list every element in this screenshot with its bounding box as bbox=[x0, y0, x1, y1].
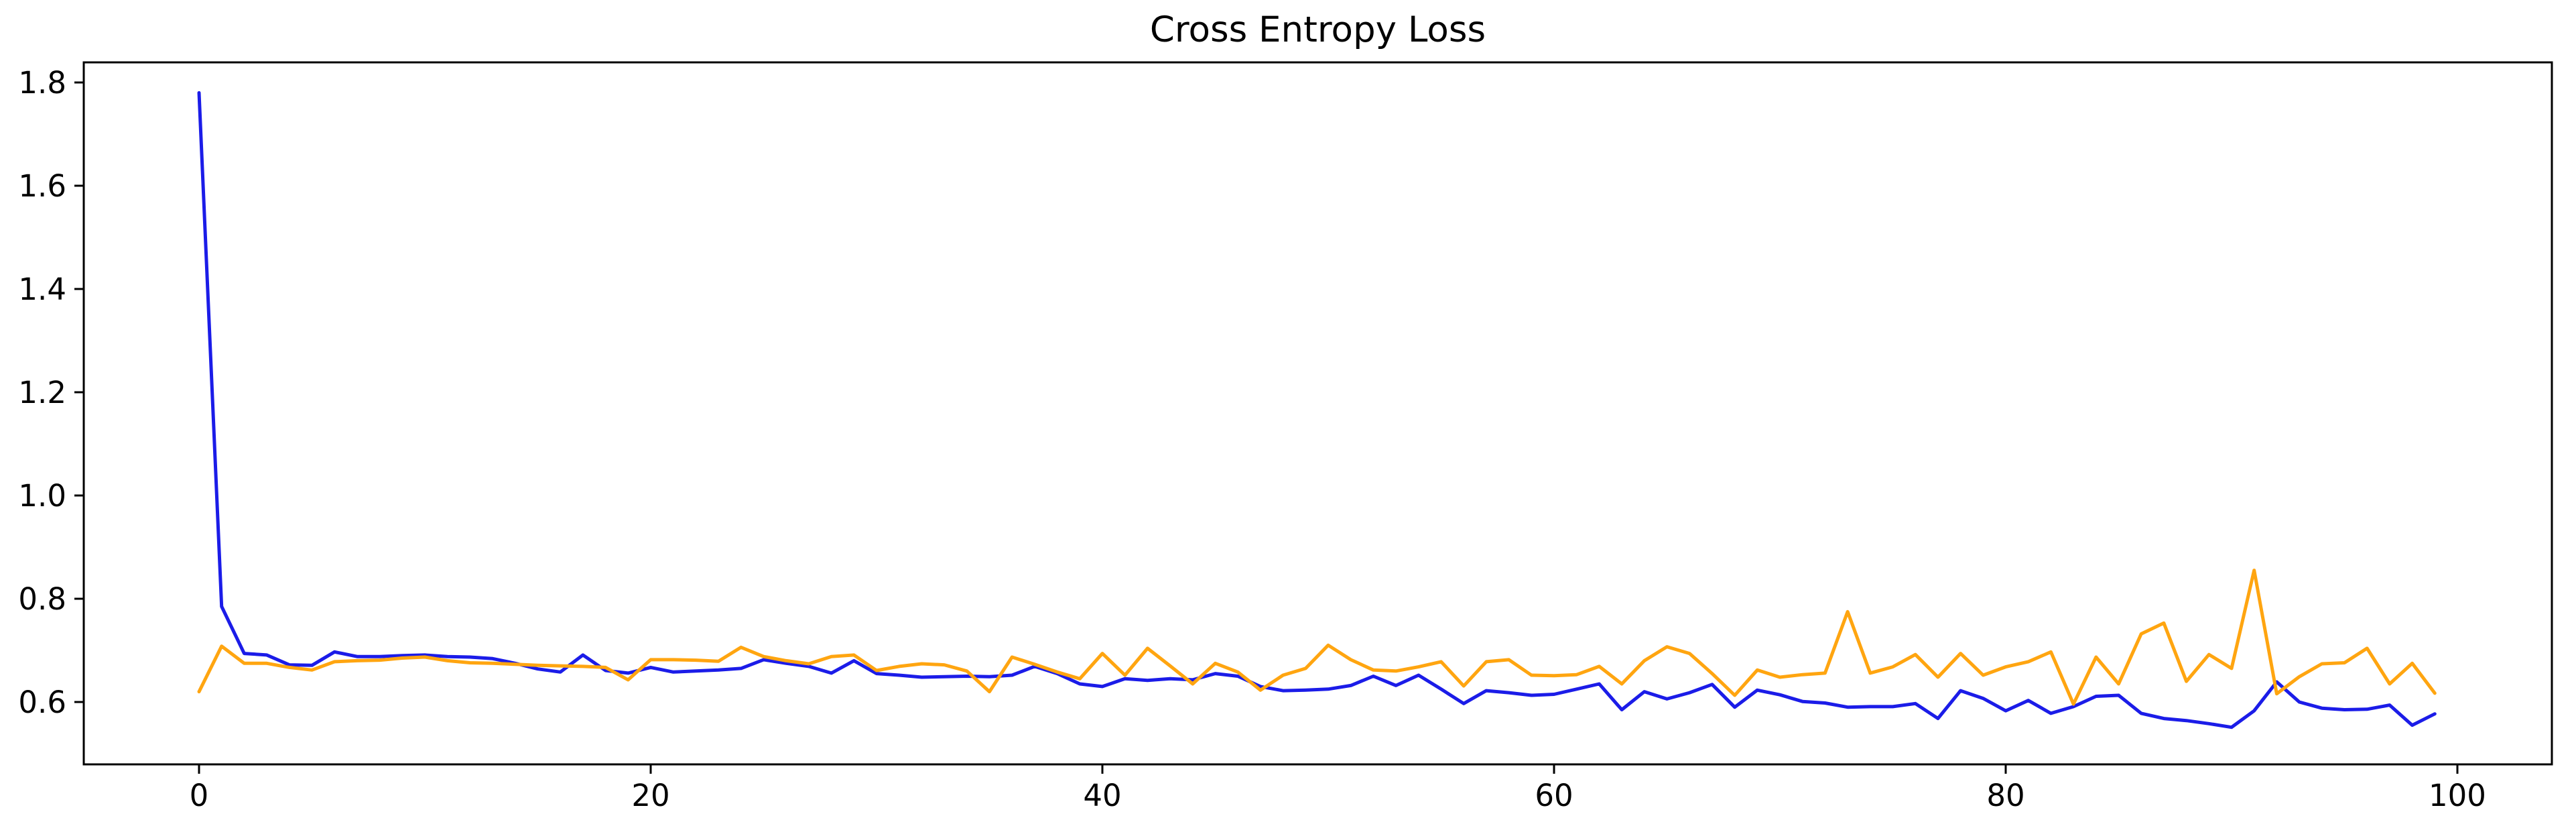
series-lines bbox=[197, 91, 2437, 729]
y-tick-label: 1.6 bbox=[18, 168, 66, 204]
loss-line-orange bbox=[197, 569, 2437, 706]
chart-title: Cross Entropy Loss bbox=[1149, 9, 1486, 50]
y-tick-label: 1.0 bbox=[18, 478, 66, 514]
y-tick-label: 0.6 bbox=[18, 685, 66, 720]
x-tick-label: 80 bbox=[1986, 778, 2024, 813]
y-tick-label: 1.8 bbox=[18, 65, 66, 101]
y-tick-label: 0.8 bbox=[18, 581, 66, 617]
x-tick-label: 100 bbox=[2429, 778, 2486, 813]
x-tick-label: 0 bbox=[190, 778, 209, 813]
y-tick-label: 1.4 bbox=[18, 272, 66, 307]
y-tick-label: 1.2 bbox=[18, 375, 66, 410]
x-tick-label: 40 bbox=[1083, 778, 1121, 813]
x-axis-ticks: 0 20 40 60 80 100 bbox=[190, 764, 2486, 813]
x-tick-label: 20 bbox=[631, 778, 669, 813]
y-axis-ticks: 0.6 0.8 1.0 1.2 1.4 1.6 1.8 bbox=[18, 65, 84, 720]
axes-frame bbox=[82, 61, 2553, 766]
loss-line-blue bbox=[197, 91, 2437, 729]
x-tick-label: 60 bbox=[1535, 778, 1573, 813]
